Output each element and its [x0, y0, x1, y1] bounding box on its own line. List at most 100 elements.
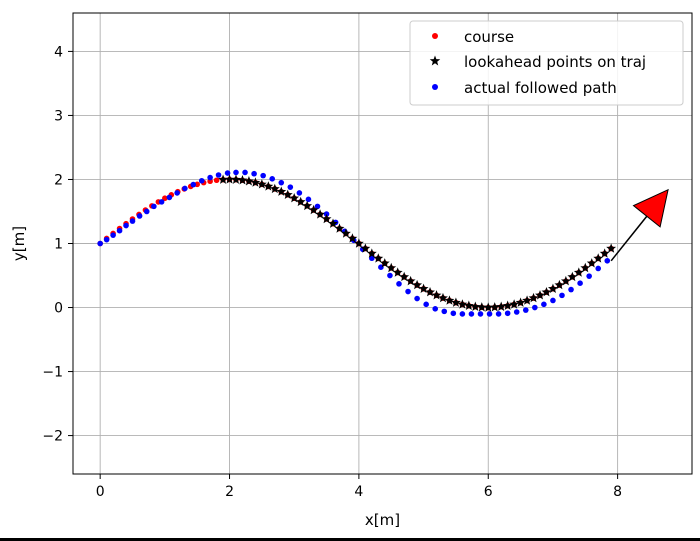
x-tick-label: 8: [613, 484, 622, 500]
actual-path-point: [568, 286, 574, 293]
actual-path-point: [486, 311, 493, 317]
lookahead-point: [554, 279, 565, 290]
legend-label-actual-path: actual followed path: [464, 79, 617, 97]
actual-path-point: [559, 292, 565, 299]
y-tick-label: 2: [54, 172, 63, 188]
actual-path-point: [604, 257, 611, 264]
actual-path-point: [550, 297, 556, 304]
actual-path-point: [143, 208, 150, 215]
lookahead-point: [263, 181, 274, 191]
actual-path-point: [296, 190, 303, 196]
bottom-border: [0, 538, 700, 541]
lookahead-point: [405, 275, 416, 286]
actual-path-point: [260, 172, 266, 179]
lookahead-point: [289, 193, 300, 203]
lookahead-point: [547, 283, 558, 293]
y-tick-label: −2: [42, 429, 63, 445]
x-tick-label: 4: [354, 484, 363, 500]
y-tick-label: 1: [54, 237, 63, 253]
actual-path-point: [198, 177, 205, 184]
x-axis-ticks: 0 2 4 6 8: [96, 474, 622, 500]
y-tick-label: −1: [42, 365, 63, 381]
lookahead-point: [580, 262, 591, 273]
lookahead-point: [379, 258, 390, 268]
lookahead-point: [535, 290, 545, 300]
actual-path-point: [116, 227, 123, 234]
lookahead-point: [593, 253, 604, 263]
x-tick-label: 0: [96, 484, 105, 500]
lookahead-point: [522, 295, 533, 305]
lookahead-point: [328, 218, 338, 228]
actual-path-point: [103, 236, 110, 243]
lookahead-point: [606, 243, 617, 253]
lookahead-point: [315, 209, 326, 219]
actual-path-point: [387, 272, 393, 279]
actual-path-point: [586, 273, 592, 279]
arrow-shaft: [610, 215, 648, 262]
plot-frame: [72, 12, 693, 475]
lookahead-point: [470, 301, 481, 311]
actual-path-point: [405, 288, 411, 295]
lookahead-point: [269, 183, 280, 194]
lookahead-point: [218, 174, 229, 184]
lookahead-point: [489, 302, 500, 312]
actual-path-point: [468, 311, 475, 317]
actual-path-point: [432, 306, 439, 312]
legend-label-course: course: [464, 28, 514, 46]
lookahead-point: [560, 275, 571, 286]
lookahead-point: [541, 286, 552, 297]
lookahead-point: [586, 258, 597, 268]
actual-path-point: [123, 222, 129, 229]
y-tick-label: 4: [54, 44, 63, 60]
lookahead-point: [425, 286, 435, 297]
lookahead-point: [399, 271, 410, 282]
x-tick-label: 2: [225, 484, 234, 500]
actual-path-point: [396, 281, 402, 287]
legend-star-shape: [429, 55, 441, 66]
y-axis-ticks: −2 −1 0 1 2 3 4: [42, 44, 73, 445]
actual-path-point: [215, 172, 222, 178]
actual-path-point: [174, 190, 180, 196]
lookahead-point: [224, 174, 235, 184]
legend-marker-actual-path: [432, 84, 438, 90]
lookahead-point: [334, 223, 345, 233]
actual-path-point: [129, 218, 136, 224]
legend-marker-lookahead: [429, 55, 441, 66]
actual-path-point: [414, 295, 420, 302]
lookahead-point: [373, 253, 384, 263]
lookahead-point: [386, 262, 397, 273]
legend-label-lookahead: lookahead points on traj: [464, 53, 646, 71]
actual-path-point: [423, 301, 429, 308]
lookahead-point: [353, 238, 364, 248]
actual-path-point: [441, 308, 448, 315]
y-axis-label: y[m]: [10, 226, 28, 261]
legend-box: [409, 20, 684, 106]
actual-path-point: [251, 170, 257, 177]
lookahead-point: [418, 283, 429, 293]
actual-path-point: [495, 311, 502, 317]
actual-path-point: [166, 194, 173, 201]
actual-path-point: [158, 199, 165, 205]
actual-path-point: [541, 301, 547, 308]
lookahead-point: [276, 186, 287, 196]
lookahead-point: [573, 267, 584, 277]
lookahead-point: [599, 248, 610, 258]
lookahead-point: [256, 179, 267, 189]
actual-path-point: [577, 280, 583, 286]
y-tick-label: 0: [54, 301, 63, 317]
lookahead-point: [463, 300, 474, 310]
lookahead-point: [295, 196, 306, 207]
course-point: [213, 177, 220, 184]
lookahead-point: [366, 248, 377, 258]
lookahead-point: [412, 279, 423, 290]
actual-path-point: [314, 203, 321, 210]
lookahead-point: [392, 267, 403, 277]
actual-path-point: [522, 307, 529, 313]
y-tick-label: 3: [54, 108, 63, 124]
actual-path-point: [450, 310, 457, 317]
lookahead-point: [243, 176, 254, 186]
legend-marker-course: [432, 33, 438, 39]
actual-path-point: [242, 169, 248, 176]
lookahead-point: [360, 243, 371, 253]
